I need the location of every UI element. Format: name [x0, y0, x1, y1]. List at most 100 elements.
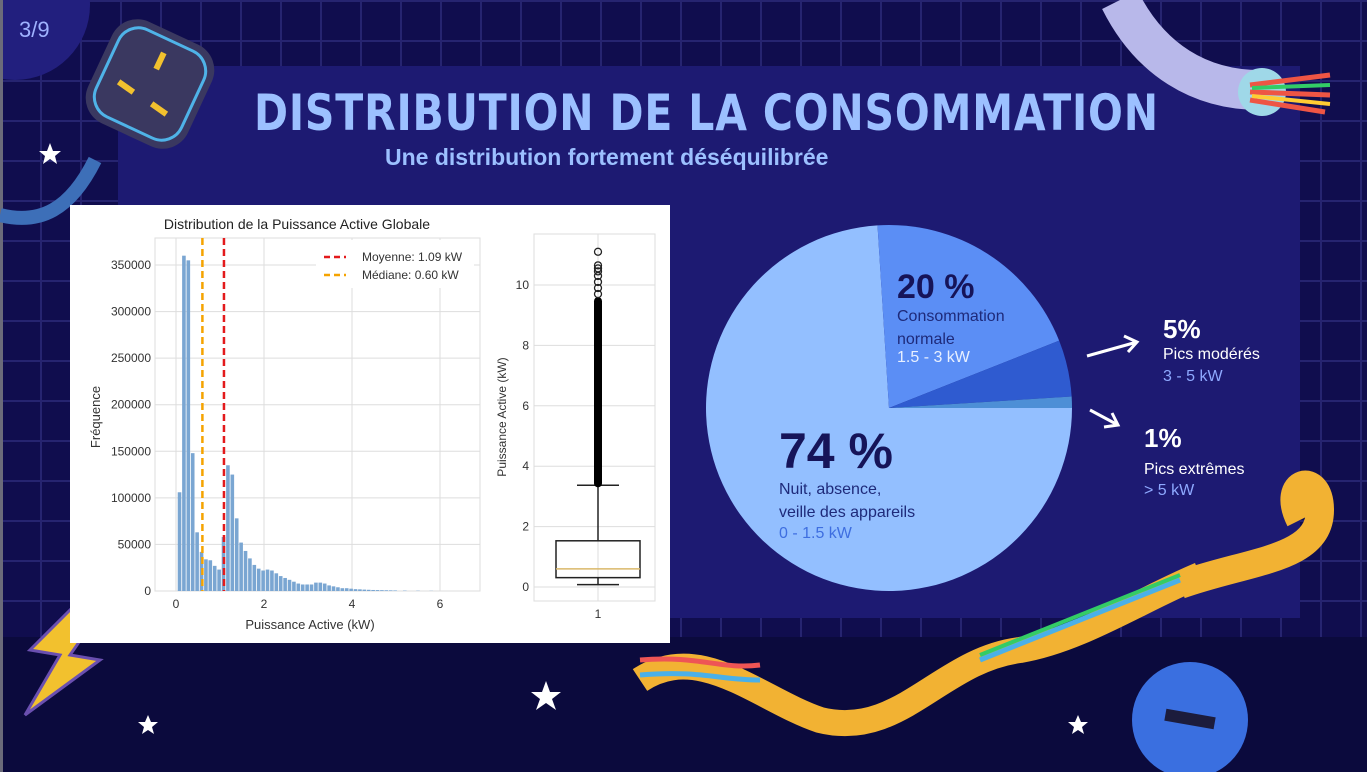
y-tick-label: 2: [522, 520, 529, 534]
y-tick-label: 4: [522, 459, 529, 473]
slice-normal-label2: normale: [897, 331, 955, 348]
slide-title: DISTRIBUTION DE LA CONSOMMATION: [254, 84, 1159, 142]
histogram-bar: [217, 569, 221, 591]
histogram-bar: [283, 577, 287, 591]
outlier-point: [593, 283, 603, 293]
histogram-legend: Moyenne: 1.09 kW Médiane: 0.60 kW: [316, 240, 474, 288]
histogram-bar: [212, 565, 217, 591]
histogram-bar: [177, 492, 182, 591]
outlier-point: [593, 247, 603, 256]
histogram-bar: [234, 518, 239, 591]
histogram-bar: [182, 255, 186, 591]
pie-slice: [877, 225, 1060, 408]
y-tick-label: 6: [522, 399, 529, 413]
histogram-bar: [243, 550, 248, 591]
y-tick-label: 0: [522, 580, 529, 594]
y-tick-label: 150000: [111, 444, 151, 458]
y-tick-label: 0: [144, 584, 151, 598]
histogram-bar: [274, 573, 279, 591]
histogram-bar: [309, 584, 314, 591]
x-tick-label: 2: [261, 597, 268, 611]
slice-normal-label: Consommation: [897, 308, 1005, 325]
histogram-bar: [327, 585, 331, 591]
y-tick-label: 100000: [111, 491, 151, 505]
y-tick-label: 300000: [111, 305, 151, 319]
histogram-bar: [208, 560, 213, 591]
page-number: 3/9: [19, 17, 50, 42]
histogram-bar: [186, 260, 191, 591]
histogram-bar: [256, 568, 261, 591]
histogram-bar: [388, 590, 393, 591]
boxplot-ylabel: Puissance Active (kW): [495, 357, 509, 476]
histogram-bar: [190, 453, 195, 591]
histogram-bar: [226, 465, 230, 591]
histogram-bar: [336, 587, 340, 591]
pie-slice: [889, 396, 1072, 408]
histogram-bar: [384, 590, 389, 591]
histogram-bar: [278, 576, 283, 591]
slice-extreme-range: > 5 kW: [1144, 482, 1195, 499]
round-plug-icon: [1132, 662, 1248, 772]
outlier-point: [593, 289, 603, 299]
histogram-bar: [230, 474, 235, 591]
histogram-bar: [265, 569, 270, 591]
legend-mean: Moyenne: 1.09 kW: [362, 250, 463, 264]
histogram-bar: [353, 589, 358, 591]
histogram-bar: [252, 564, 257, 591]
histogram-bar: [270, 570, 274, 591]
histogram-bar: [362, 589, 367, 591]
histogram-bar: [300, 584, 305, 591]
y-tick-label: 350000: [111, 258, 151, 272]
pie-slice: [889, 340, 1072, 408]
slice-night-label: Nuit, absence,: [779, 481, 882, 498]
histogram-bar: [366, 589, 371, 591]
histogram-bar: [393, 590, 397, 591]
slice-normal-range: 1.5 - 3 kW: [897, 349, 970, 366]
histogram-bar: [322, 583, 327, 591]
histogram-bar: [318, 582, 323, 591]
histogram-bar: [261, 570, 265, 591]
cable-bottom-icon: [632, 470, 1335, 737]
histogram-bar: [239, 542, 243, 591]
histogram-ylabel: Fréquence: [88, 386, 103, 448]
chart-image: Distribution de la Puissance Active Glob…: [70, 205, 670, 643]
slice-extreme-label: Pics extrêmes: [1144, 461, 1245, 478]
histogram-bar: [314, 582, 318, 591]
y-tick-label: 8: [522, 338, 529, 352]
slide-subtitle: Une distribution fortement déséquilibrée: [385, 144, 829, 170]
pie-slice: [706, 225, 1072, 591]
legend-median: Médiane: 0.60 kW: [362, 268, 459, 282]
histogram-title: Distribution de la Puissance Active Glob…: [164, 216, 430, 232]
histogram-bar: [349, 588, 353, 591]
outlier-point: [593, 264, 603, 273]
outliers-dense: [594, 297, 602, 488]
slice-moderate-label: Pics modérés: [1163, 346, 1260, 363]
plug-icon: [0, 19, 215, 225]
histogram-bar: [305, 584, 309, 591]
histogram-bar: [380, 590, 384, 591]
histogram-xlabel: Puissance Active (kW): [245, 617, 374, 632]
y-tick-label: 50000: [118, 537, 152, 551]
outlier-point: [593, 267, 603, 276]
x-tick-label: 0: [173, 597, 180, 611]
y-tick-label: 250000: [111, 351, 151, 365]
x-tick-label: 1: [595, 607, 602, 621]
histogram-bar: [344, 588, 349, 591]
y-tick-label: 10: [516, 278, 530, 292]
histogram-bar: [331, 586, 336, 591]
histogram-bar: [371, 589, 375, 591]
slice-extreme-pct: 1%: [1144, 423, 1182, 453]
histogram-bar: [340, 588, 345, 591]
histogram-bar: [292, 581, 296, 591]
histogram-bar: [375, 590, 380, 591]
cable-top-right-icon: [1102, 0, 1331, 116]
plot-area: [154, 237, 481, 592]
slice-moderate-pct: 5%: [1163, 314, 1201, 344]
x-tick-label: 6: [437, 597, 444, 611]
arrow-icon: [1086, 334, 1140, 429]
slice-night-label2: veille des appareils: [779, 504, 916, 521]
box-iqr: [555, 540, 641, 579]
x-tick-label: 4: [349, 597, 356, 611]
